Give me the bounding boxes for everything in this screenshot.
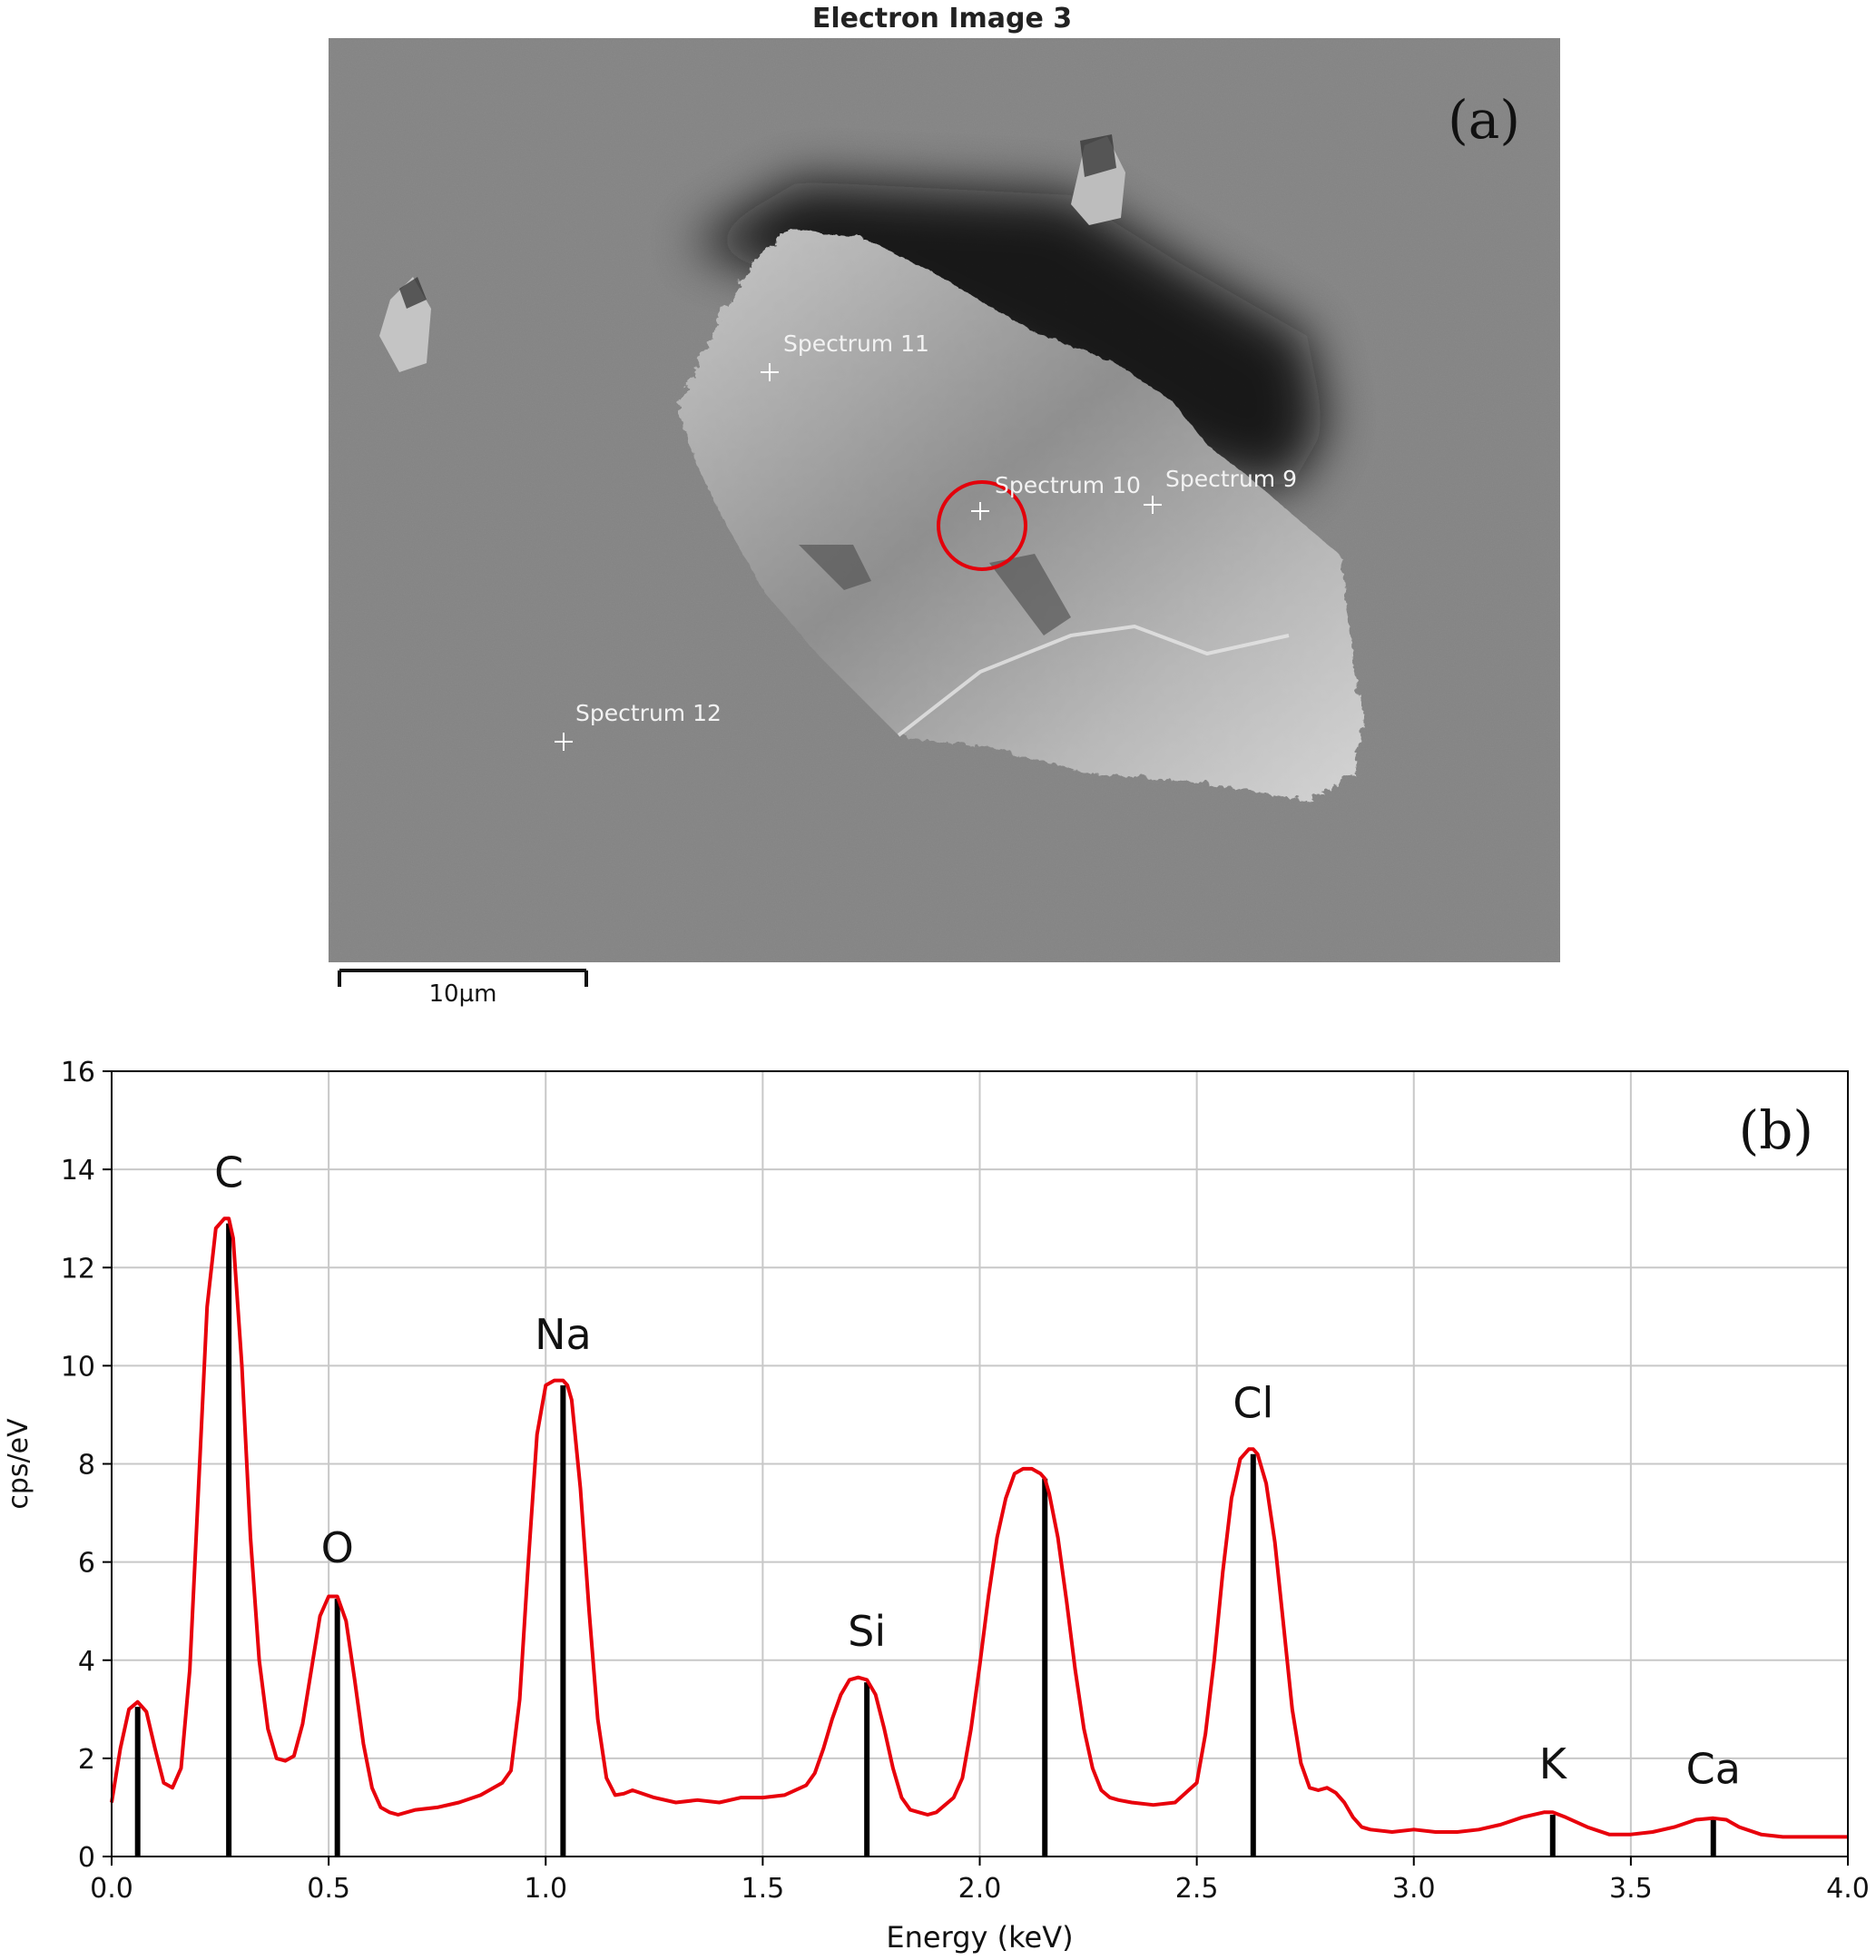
sem-title: Electron Image 3 xyxy=(812,3,1072,34)
peak-label: Ca xyxy=(1686,1744,1741,1793)
particle-ridge xyxy=(897,624,1290,737)
spectrum-marker-11: Spectrum 11 xyxy=(761,330,929,381)
spectrum-line xyxy=(110,1216,1848,1839)
spectrum-marker-12: Spectrum 12 xyxy=(555,700,722,751)
x-axis-ticks: 0.0 0.5 1.0 1.5 2.0 2.5 3.0 3.5 4.0 xyxy=(90,1857,1870,1905)
chart-grid xyxy=(111,1070,1849,1857)
marker-label: Spectrum 12 xyxy=(575,700,722,726)
sem-figure: Electron Image 3 Spectrum 11 Spectrum 10… xyxy=(329,3,1560,1008)
x-tick-label: 3.0 xyxy=(1392,1873,1436,1905)
y-tick-label: 6 xyxy=(78,1548,95,1580)
peak-label: Si xyxy=(848,1607,886,1656)
x-tick-label: 4.0 xyxy=(1826,1873,1870,1905)
panel-label-a: (a) xyxy=(1448,89,1520,151)
y-tick-label: 14 xyxy=(61,1155,95,1187)
x-tick-label: 3.5 xyxy=(1609,1873,1653,1905)
x-tick-label: 1.5 xyxy=(742,1873,785,1905)
y-tick-label: 2 xyxy=(78,1744,95,1776)
y-axis-label: cps/eV xyxy=(3,1418,34,1510)
y-tick-label: 8 xyxy=(78,1450,95,1482)
marker-label: Spectrum 9 xyxy=(1165,466,1297,492)
peak-label: K xyxy=(1539,1739,1568,1788)
marker-label: Spectrum 10 xyxy=(995,472,1141,498)
peak-markers xyxy=(134,1223,1716,1857)
spectrum-marker-10: Spectrum 10 xyxy=(937,472,1141,571)
scale-bar: 10µm xyxy=(338,969,588,1008)
x-tick-label: 2.5 xyxy=(1175,1873,1219,1905)
y-tick-label: 10 xyxy=(61,1351,95,1383)
x-tick-label: 0.0 xyxy=(90,1873,133,1905)
x-tick-label: 0.5 xyxy=(307,1873,350,1905)
peak-label: Cl xyxy=(1233,1379,1273,1428)
selected-point-circle xyxy=(937,480,1027,571)
sem-image xyxy=(329,38,1560,962)
scale-bar-label: 10µm xyxy=(429,980,497,1008)
y-axis-ticks: 0 2 4 6 8 10 12 14 16 xyxy=(61,1057,112,1874)
particle xyxy=(676,227,1361,799)
peak-label: Na xyxy=(535,1310,592,1359)
spectrum-marker-9: Spectrum 9 xyxy=(1144,466,1297,514)
x-tick-label: 2.0 xyxy=(958,1873,1002,1905)
panel-label-b: (b) xyxy=(1739,1099,1813,1161)
peak-labels: C O Na Si Cl K Ca xyxy=(214,1148,1741,1794)
y-tick-label: 16 xyxy=(61,1057,95,1088)
x-axis-label: Energy (keV) xyxy=(886,1920,1073,1955)
y-tick-label: 12 xyxy=(61,1253,95,1285)
y-tick-label: 4 xyxy=(78,1646,95,1678)
peak-label: O xyxy=(321,1523,354,1572)
peak-label: C xyxy=(214,1148,243,1197)
x-tick-label: 1.0 xyxy=(524,1873,567,1905)
marker-label: Spectrum 11 xyxy=(783,330,929,357)
y-tick-label: 0 xyxy=(78,1842,95,1874)
